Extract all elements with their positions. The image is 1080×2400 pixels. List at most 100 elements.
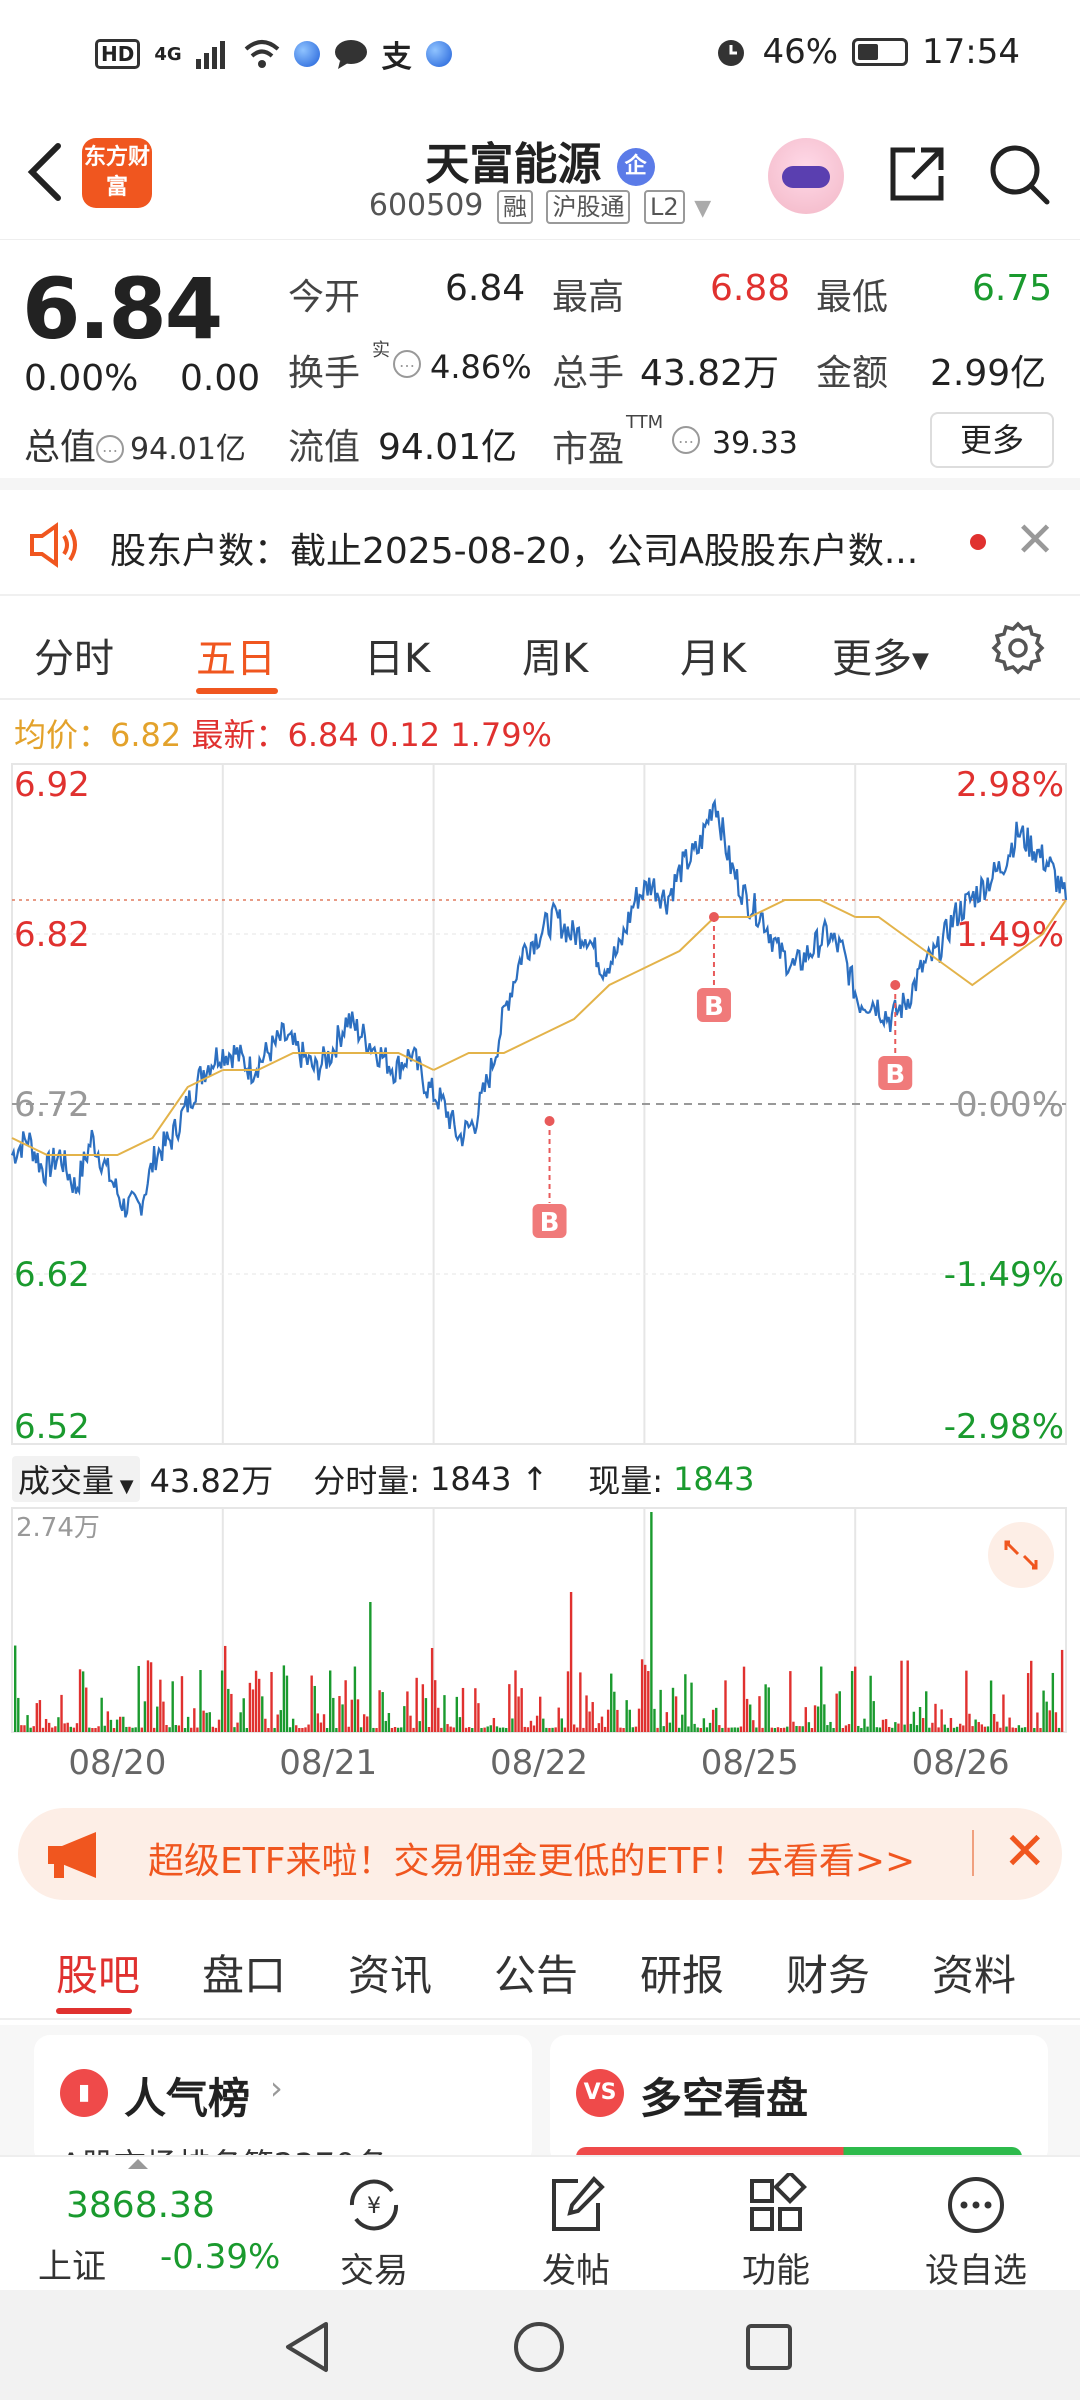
promo-text: 超级ETF来啦！交易佣金更低的ETF！去看看>> [148,1841,916,1882]
volume-bar [758,1696,761,1732]
stock-header: 东方财富 天富能源 企 600509 融 沪股通 L2 ▼ [0,110,1080,240]
volume-bar [322,1714,326,1732]
volume-bar [168,1727,171,1732]
volume-bar [915,1725,919,1732]
close-icon[interactable]: ✕ [1003,1822,1047,1882]
volume-bar [23,1725,26,1732]
caret-down-icon: ▼ [114,1476,134,1497]
volume-bar [730,1727,733,1732]
volume-bar [996,1721,999,1732]
volume-bar [230,1693,233,1732]
volume-bar [965,1670,968,1732]
promo-banner[interactable]: 超级ETF来啦！交易佣金更低的ETF！去看看>> ✕ [18,1808,1062,1900]
five-day-chart[interactable]: 6.92 6.82 6.72 6.62 6.52 2.98% 1.49% 0.00% -1.49… [0,760,1080,1790]
nav-trade[interactable]: ¥ 交易 [304,2173,444,2292]
info-icon[interactable]: … [96,435,125,463]
gear-icon[interactable] [990,620,1046,676]
more-button[interactable]: 更多 [930,412,1054,468]
back-button[interactable] [22,140,72,210]
tab-intraday[interactable]: 分时 [34,636,114,682]
index-value[interactable]: 3868.38 [66,2185,215,2226]
volume-bar [273,1727,276,1732]
volume-bar [767,1687,770,1732]
caret-down-icon: ▼ [912,648,929,674]
volume-bar [279,1710,282,1732]
app-logo[interactable]: 东方财富 [82,138,152,208]
recents-nav-icon[interactable] [744,2322,794,2372]
y-axis-label-right: 1.49% [956,915,1064,955]
search-icon[interactable] [985,140,1053,208]
tab-weekly-k[interactable]: 周K [522,636,589,682]
tab-more[interactable]: 更多▼ [832,626,929,684]
expand-button[interactable] [988,1522,1054,1588]
tab-five-day[interactable]: 五日 [196,636,276,682]
volume-value: 43.82万 [640,353,780,394]
tab-forum[interactable]: 股吧 [56,1951,141,2000]
chevron-down-icon[interactable]: ▼ [694,196,712,221]
notice-bar[interactable]: 股东户数：截止2025-08-20，公司A股股东户数... ✕ [0,490,1080,596]
volume-bar [631,1727,635,1732]
tab-orderbook[interactable]: 盘口 [202,1951,287,2000]
y-axis-label-left: 6.92 [14,765,90,805]
volume-bar [1048,1710,1051,1732]
system-nav-bar [0,2290,1080,2400]
volume-bar [677,1727,681,1732]
tab-finance[interactable]: 财务 [786,1951,871,2000]
index-name[interactable]: 上证 [38,2247,106,2287]
close-icon[interactable]: ✕ [1015,512,1056,568]
volume-bar [261,1696,264,1732]
volume-bar [603,1726,607,1732]
nav-add-watchlist[interactable]: 设自选 [906,2173,1046,2292]
volume-bar [128,1726,131,1732]
volume-bar [739,1726,743,1732]
volume-bar [918,1707,922,1732]
volume-selector[interactable]: 成交量 ▼ [12,1456,140,1502]
tag-connect: 沪股通 [546,190,631,224]
bull-bear-card[interactable]: VS 多空看盘 [550,2035,1048,2171]
tab-monthly-k[interactable]: 月K [680,636,747,682]
home-nav-icon[interactable] [512,2320,566,2374]
tab-news[interactable]: 资讯 [348,1951,433,2000]
volume-label: 成交量 [18,1462,115,1500]
index-change[interactable]: -0.39% [160,2237,281,2277]
volume-bar [745,1698,749,1732]
back-nav-icon[interactable] [282,2320,332,2374]
volume-bar [594,1727,597,1732]
tab-announcements[interactable]: 公告 [494,1951,579,2000]
nav-apps[interactable]: 功能 [706,2173,846,2292]
volume-bar [699,1727,702,1732]
volume-bar [937,1727,940,1732]
info-icon[interactable]: … [393,350,421,378]
volume-bar [773,1727,777,1732]
volume-bar [625,1700,628,1732]
volume-bar [526,1727,530,1732]
volume-bar [461,1687,465,1732]
volume-bar [415,1677,418,1732]
tab-research[interactable]: 研报 [640,1951,725,2000]
ai-assistant-icon[interactable] [768,138,844,214]
nav-post[interactable]: 发帖 [506,2173,646,2292]
more-icon [948,2177,1004,2233]
volume-bar [696,1727,699,1732]
volume-bar [291,1718,295,1732]
popularity-card[interactable]: ▮ 人气榜 › A股市场排名第2370名 [34,2035,532,2184]
volume-bar [1030,1660,1033,1732]
volume-bar [894,1722,897,1732]
volume-bar [1045,1701,1048,1732]
latest-label: 最新： [191,716,288,754]
tab-profile[interactable]: 资料 [932,1951,1017,2000]
volume-bar [35,1703,39,1732]
volume-bar [196,1727,199,1732]
volume-bar [375,1727,378,1732]
volume-bar [486,1726,489,1732]
share-icon[interactable] [885,142,949,206]
volume-bar [955,1726,959,1732]
tab-daily-k[interactable]: 日K [364,636,431,682]
unread-dot [970,534,986,550]
volume-bar [708,1722,712,1732]
volume-bar [659,1689,662,1732]
volume-bar [449,1726,452,1732]
volume-bar [310,1675,313,1732]
info-icon[interactable]: … [672,426,700,454]
volume-bar [579,1672,582,1732]
